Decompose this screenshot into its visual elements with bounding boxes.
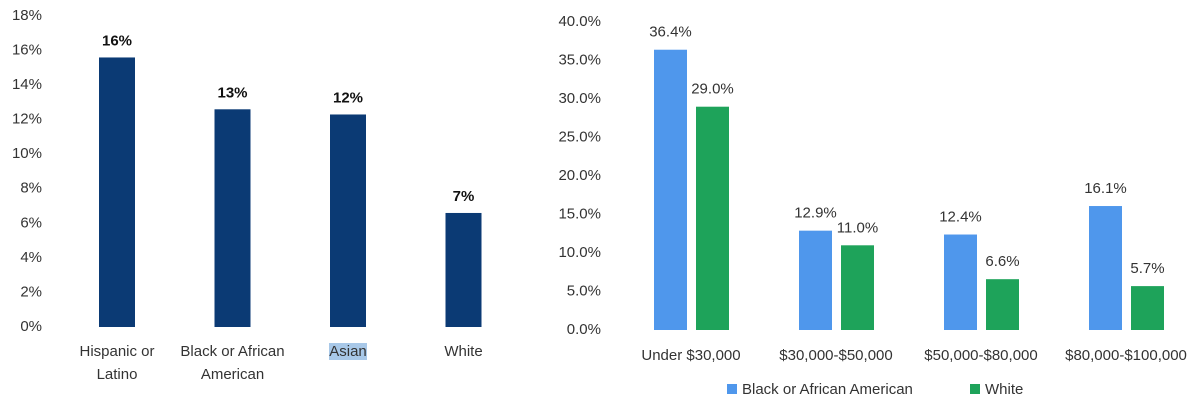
value-label: 16.1% [1084, 180, 1127, 197]
value-label: 29.0% [691, 81, 734, 98]
y-tick-label: 8% [20, 180, 42, 197]
bar [445, 212, 482, 327]
value-label: 12% [333, 89, 363, 106]
value-label: 12.4% [939, 208, 982, 225]
value-label: 36.4% [649, 24, 692, 41]
x-tick-label: $30,000-$50,000 [779, 347, 892, 364]
y-tick-label: 14% [12, 76, 42, 93]
bar [654, 49, 687, 330]
bar [841, 245, 874, 330]
value-label: 12.9% [794, 205, 837, 222]
value-label: 13% [217, 84, 247, 101]
x-tick-label: $50,000-$80,000 [924, 347, 1037, 364]
x-tick-label: Under $30,000 [641, 347, 740, 364]
legend-swatch [970, 384, 980, 394]
y-tick-label: 40.0% [558, 13, 601, 30]
y-tick-label: 18% [12, 7, 42, 24]
y-tick-label: 12% [12, 111, 42, 128]
y-tick-label: 10% [12, 145, 42, 162]
y-tick-label: 2% [20, 283, 42, 300]
y-tick-label: 15.0% [558, 205, 601, 222]
value-label: 7% [453, 188, 475, 205]
value-label: 6.6% [985, 253, 1019, 270]
x-tick-label: White [444, 343, 483, 360]
y-tick-label: 4% [20, 249, 42, 266]
bar [214, 109, 251, 327]
y-tick-label: 35.0% [558, 51, 601, 68]
bar [799, 230, 832, 330]
y-tick-label: 10.0% [558, 244, 601, 261]
value-label: 5.7% [1130, 260, 1164, 277]
y-tick-label: 0.0% [567, 321, 601, 338]
legend-label: White [985, 381, 1023, 398]
x-tick-label: $80,000-$100,000 [1065, 347, 1187, 364]
y-tick-label: 20.0% [558, 167, 601, 184]
x-tick-label: Hispanic or Latino [79, 343, 155, 383]
y-tick-label: 5.0% [567, 282, 601, 299]
legend-swatch [727, 384, 737, 394]
value-label: 16% [102, 32, 132, 49]
y-tick-label: 0% [20, 318, 42, 335]
bar [986, 279, 1019, 330]
y-tick-label: 6% [20, 214, 42, 231]
y-tick-label: 25.0% [558, 128, 601, 145]
value-label: 11.0% [837, 219, 878, 236]
y-tick-label: 30.0% [558, 90, 601, 107]
bar [1089, 206, 1122, 330]
x-tick-label: Black or African American [180, 343, 285, 383]
bar [696, 106, 729, 330]
y-tick-label: 16% [12, 42, 42, 59]
bar [1131, 286, 1164, 330]
bar [99, 57, 135, 327]
legend-label: Black or African American [742, 381, 913, 398]
bar [330, 114, 366, 327]
bar [944, 234, 977, 330]
x-tick-label: Asian [329, 343, 367, 360]
